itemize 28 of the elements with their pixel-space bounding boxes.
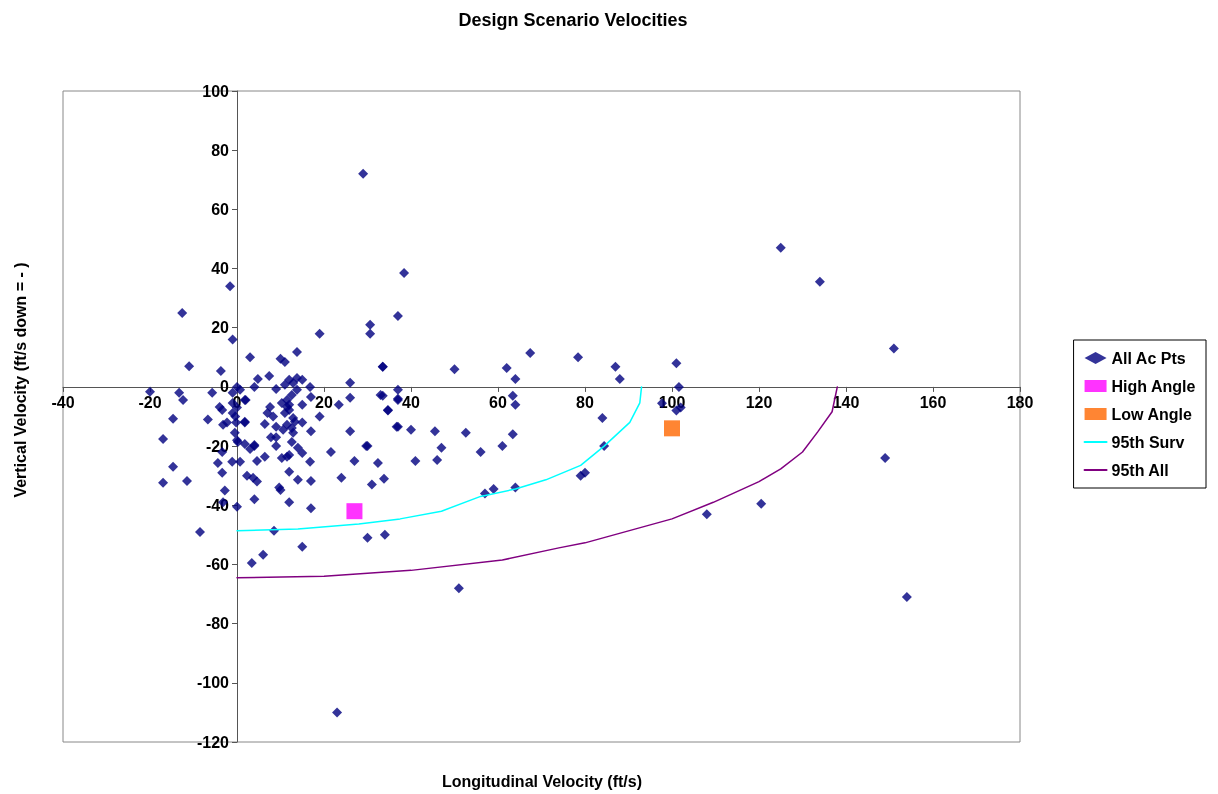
y-tick-label: 40 — [211, 260, 230, 278]
y-tick-label: -120 — [196, 733, 230, 751]
y-tick-label: -100 — [196, 674, 230, 692]
y-tick-label: -20 — [205, 437, 230, 455]
legend-label: High Angle — [1111, 377, 1196, 395]
x-tick-label: 60 — [489, 394, 507, 412]
y-tick-label: 60 — [211, 200, 230, 218]
x-axis-title: Longitudinal Velocity (ft/s) — [442, 772, 642, 790]
x-tick-label: 120 — [745, 394, 773, 412]
y-tick-label: 100 — [202, 82, 230, 100]
legend-label: 95th All — [1111, 461, 1169, 479]
x-tick-label: 180 — [1006, 394, 1034, 412]
x-tick-label: 40 — [402, 394, 420, 412]
x-tick-label: -20 — [138, 394, 162, 412]
y-tick-label: -60 — [205, 555, 230, 573]
chart-title: Design Scenario Velocities — [458, 10, 688, 30]
legend-label: All Ac Pts — [1111, 349, 1186, 367]
y-tick-label: 20 — [211, 319, 230, 337]
x-tick-label: -40 — [51, 394, 75, 412]
x-tick-label: 20 — [315, 394, 333, 412]
legend-label: Low Angle — [1111, 405, 1192, 423]
legend-label: 95th Surv — [1111, 433, 1185, 451]
y-tick-label: -40 — [205, 496, 230, 514]
y-tick-label: -80 — [205, 615, 230, 633]
y-axis-title: Vertical Velocity (ft/s down = - ) — [11, 262, 29, 498]
x-tick-label: 80 — [576, 394, 594, 412]
x-tick-label: 160 — [919, 394, 947, 412]
y-tick-label: 80 — [211, 141, 230, 159]
